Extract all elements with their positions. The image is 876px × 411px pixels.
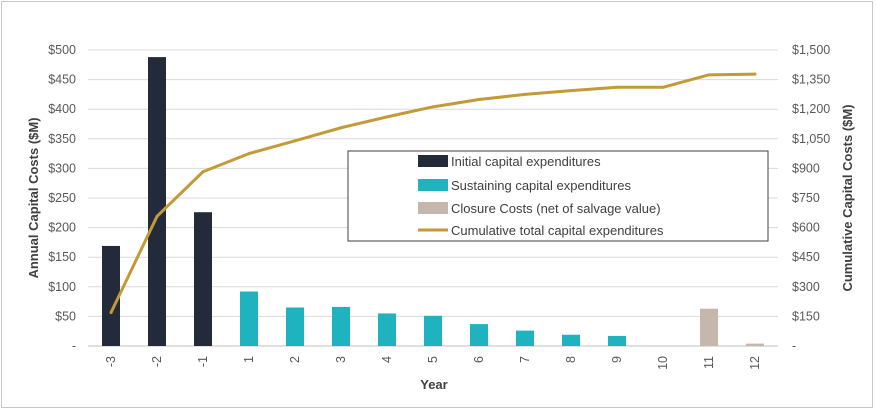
right-tick-label: $1,350 bbox=[792, 73, 830, 87]
legend-swatch-initial bbox=[418, 155, 448, 167]
right-axis-title: Cumulative Capital Costs ($M) bbox=[840, 104, 855, 291]
cumulative-point-7 bbox=[523, 92, 527, 96]
x-tick-label: -3 bbox=[104, 356, 118, 367]
bar-sustaining-8 bbox=[562, 334, 580, 346]
legend-item-initial: Initial capital expenditures bbox=[418, 154, 601, 169]
x-tick-label: 1 bbox=[242, 356, 256, 363]
bar-closure-12 bbox=[746, 343, 764, 346]
right-tick-label: $150 bbox=[792, 309, 820, 323]
cumulative-point--2 bbox=[155, 214, 159, 218]
legend: Initial capital expenditures Sustaining … bbox=[347, 150, 769, 242]
x-tick-label: 2 bbox=[288, 356, 302, 363]
left-tick-label: $400 bbox=[48, 102, 76, 116]
cumulative-point-1 bbox=[247, 152, 251, 156]
x-tick-label: 5 bbox=[426, 356, 440, 363]
cumulative-line-group bbox=[109, 72, 757, 315]
legend-swatch-sustaining bbox=[418, 179, 448, 191]
bar-initial--1 bbox=[194, 212, 212, 346]
left-tick-label: $500 bbox=[48, 43, 76, 57]
bar-sustaining-7 bbox=[516, 330, 534, 346]
left-axis-ticks: - $50 $100 $150 $200 $250 $300 $350 $400 $450 $500 bbox=[48, 43, 76, 353]
x-tick-label: 9 bbox=[610, 356, 624, 363]
left-tick-label: $150 bbox=[48, 250, 76, 264]
left-axis-title: Annual Capital Costs ($M) bbox=[26, 117, 41, 278]
right-axis-ticks: - $150 $300 $450 $600 $750 $900 $1,050 $1,200 $1,… bbox=[792, 43, 830, 353]
left-tick-label: $200 bbox=[48, 221, 76, 235]
bar-sustaining-4 bbox=[378, 313, 396, 346]
bar-initial--3 bbox=[102, 245, 120, 346]
x-tick-label: 8 bbox=[564, 356, 578, 363]
bar-closure-11 bbox=[700, 308, 718, 346]
cumulative-point-10 bbox=[661, 85, 665, 89]
bar-sustaining-1 bbox=[240, 291, 258, 346]
cumulative-point-12 bbox=[753, 72, 757, 76]
bar-initial--2 bbox=[148, 57, 166, 346]
cumulative-point-2 bbox=[293, 139, 297, 143]
x-tick-label: 3 bbox=[334, 356, 348, 363]
left-tick-label: - bbox=[72, 339, 76, 353]
x-tick-label: -2 bbox=[150, 356, 164, 367]
bar-sustaining-2 bbox=[286, 307, 304, 346]
x-tick-label: 12 bbox=[748, 356, 762, 370]
left-tick-label: $50 bbox=[55, 309, 76, 323]
x-tick-label: 11 bbox=[702, 356, 716, 369]
legend-label-cumulative: Cumulative total capital expenditures bbox=[451, 223, 664, 238]
bars bbox=[102, 57, 764, 346]
legend-swatch-closure bbox=[418, 202, 448, 214]
x-tick-label: 7 bbox=[518, 356, 532, 363]
legend-label-sustaining: Sustaining capital expenditures bbox=[451, 178, 631, 193]
legend-label-closure: Closure Costs (net of salvage value) bbox=[451, 201, 661, 216]
right-tick-label: $450 bbox=[792, 250, 820, 264]
bar-sustaining-3 bbox=[332, 306, 350, 346]
left-tick-label: $100 bbox=[48, 280, 76, 294]
cumulative-point-4 bbox=[385, 115, 389, 119]
x-axis-title: Year bbox=[420, 377, 447, 392]
bar-sustaining-5 bbox=[424, 315, 442, 346]
left-tick-label: $300 bbox=[48, 161, 76, 175]
bar-sustaining-6 bbox=[470, 324, 488, 346]
cumulative-point--1 bbox=[201, 170, 205, 174]
right-tick-label: - bbox=[792, 339, 796, 353]
cumulative-point-6 bbox=[477, 98, 481, 102]
x-tick-label: 4 bbox=[380, 356, 394, 363]
right-tick-label: $1,200 bbox=[792, 102, 830, 116]
legend-item-sustaining: Sustaining capital expenditures bbox=[418, 178, 631, 193]
right-tick-label: $900 bbox=[792, 161, 820, 175]
right-tick-label: $1,050 bbox=[792, 132, 830, 146]
cumulative-point-5 bbox=[431, 105, 435, 109]
x-axis-ticks: -3 -2 -1 1 2 3 4 5 6 7 8 9 10 11 12 bbox=[104, 356, 762, 370]
legend-label-initial: Initial capital expenditures bbox=[451, 154, 601, 169]
left-tick-label: $450 bbox=[48, 73, 76, 87]
cumulative-point-3 bbox=[339, 126, 343, 130]
bar-sustaining-9 bbox=[608, 335, 626, 346]
right-tick-label: $300 bbox=[792, 280, 820, 294]
cumulative-point-9 bbox=[615, 85, 619, 89]
x-tick-label: 6 bbox=[472, 356, 486, 363]
cumulative-point-8 bbox=[569, 89, 573, 93]
left-tick-label: $350 bbox=[48, 132, 76, 146]
x-tick-label: 10 bbox=[656, 356, 670, 370]
cumulative-point-11 bbox=[707, 73, 711, 77]
right-tick-label: $750 bbox=[792, 191, 820, 205]
left-tick-label: $250 bbox=[48, 191, 76, 205]
legend-item-closure: Closure Costs (net of salvage value) bbox=[418, 201, 661, 216]
right-tick-label: $1,500 bbox=[792, 43, 830, 57]
right-tick-label: $600 bbox=[792, 221, 820, 235]
legend-item-cumulative: Cumulative total capital expenditures bbox=[418, 223, 664, 238]
x-tick-label: -1 bbox=[196, 356, 210, 367]
cumulative-point--3 bbox=[109, 311, 113, 315]
